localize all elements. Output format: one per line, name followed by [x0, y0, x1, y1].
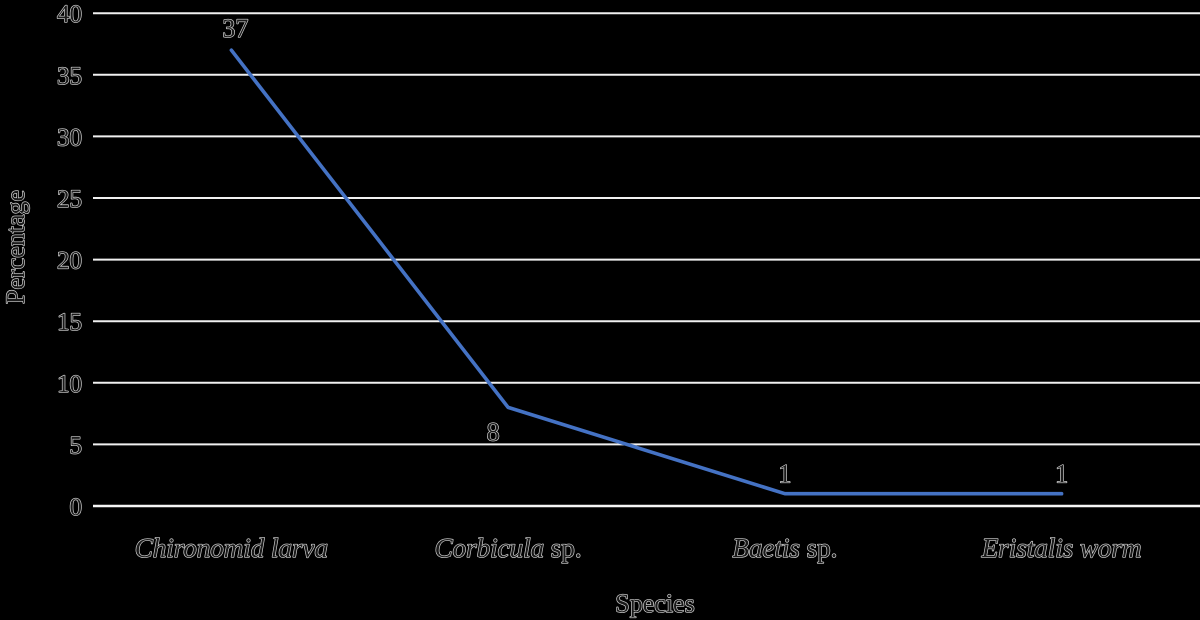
y-tick-label: 15 [57, 309, 82, 336]
data-label: 37 [222, 14, 248, 43]
x-category-label: Chironomid larva [135, 533, 328, 563]
y-tick-label: 10 [57, 371, 82, 398]
x-category-label: Baetis sp. [732, 533, 837, 563]
y-tick-label: 20 [57, 248, 82, 275]
x-category-labels-group: Chironomid larva Corbicula sp. Baetis sp. E… [134, 532, 1142, 563]
x-category-label-part: Chironomid larva [135, 533, 328, 563]
data-labels-group: 37 8 1 1 [222, 14, 1069, 490]
x-category-label: Eristalis worm [981, 533, 1142, 563]
data-line [229, 48, 1064, 496]
data-label: 8 [487, 417, 500, 446]
data-label: 1 [1055, 460, 1068, 489]
x-category-label-part: sp. [544, 533, 582, 563]
x-category-label: Corbicula sp. [435, 533, 582, 563]
x-category-label-part: sp. [800, 533, 838, 563]
x-category-label-part: Baetis [732, 533, 800, 563]
y-tick-label: 25 [57, 186, 82, 213]
gridlines-group [93, 12, 1200, 508]
y-axis-title: Percentage [1, 190, 30, 304]
y-tick-labels-group: 0 5 10 15 20 25 30 35 40 [56, 1, 83, 522]
y-tick-label: 30 [57, 124, 82, 151]
x-category-label-part: Eristalis worm [981, 533, 1142, 563]
y-tick-label: 35 [57, 63, 82, 90]
x-category-label-part: Corbicula [435, 533, 545, 563]
data-label: 1 [778, 460, 791, 489]
y-tick-label: 5 [70, 432, 83, 459]
x-axis-title: Species [615, 589, 694, 618]
y-tick-label: 0 [70, 494, 83, 521]
y-tick-label: 40 [57, 1, 82, 28]
series-group [229, 48, 1064, 496]
